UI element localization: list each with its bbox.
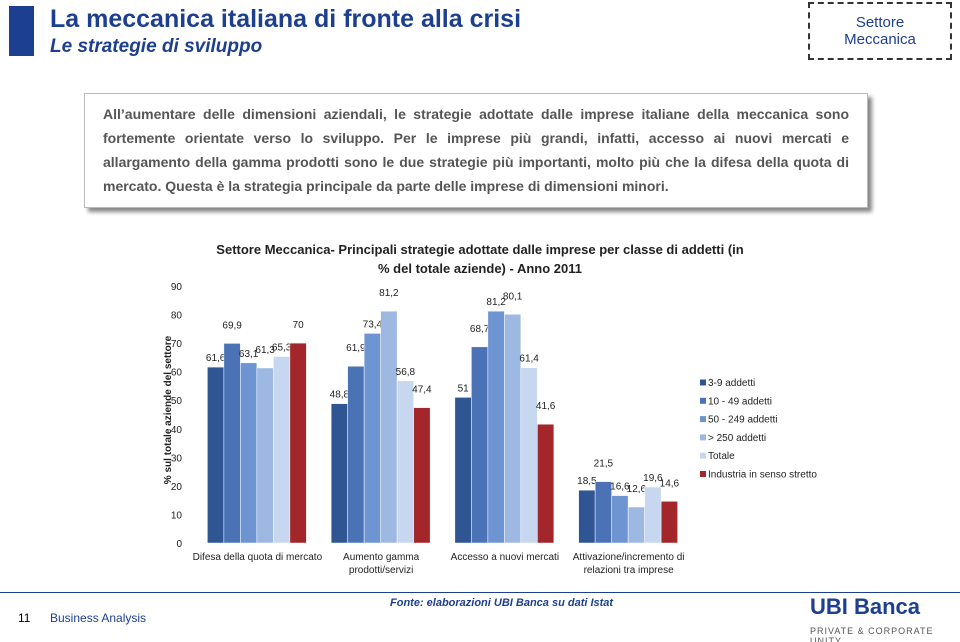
value-label: 56,8	[396, 367, 416, 378]
logo: UBI Banca	[810, 594, 921, 619]
value-label: 18,5	[577, 476, 597, 487]
value-label: 61,4	[519, 354, 539, 365]
bar	[207, 366, 225, 544]
value-label: 61,6	[206, 353, 226, 364]
y-tick-label: 10	[171, 510, 183, 521]
value-label: 81,2	[486, 297, 506, 308]
value-label: 16,6	[610, 482, 630, 493]
title: La meccanica italiana di fronte alla cri…	[50, 5, 522, 33]
bar	[396, 380, 414, 544]
y-tick-label: 40	[171, 425, 183, 436]
y-tick-label: 30	[171, 453, 183, 464]
value-label: 51	[458, 383, 470, 394]
legend-swatch	[700, 471, 706, 477]
bar	[520, 367, 538, 544]
y-axis-label: % sul totale aziende del settore	[163, 335, 174, 484]
bar	[611, 495, 629, 544]
page-number: 11	[18, 611, 31, 625]
bar	[240, 362, 258, 544]
legend-label: 50 - 249 addetti	[708, 415, 778, 426]
chart-title: Settore Meccanica- Principali strategie …	[216, 242, 744, 276]
legend-label: 10 - 49 addetti	[708, 396, 772, 407]
footer-rule	[0, 592, 960, 593]
source: Fonte: elaborazioni UBI Banca su dati Is…	[390, 597, 614, 609]
bar	[223, 343, 241, 544]
bar	[594, 481, 612, 544]
value-label: 41,6	[536, 401, 556, 412]
y-tick-label: 70	[171, 339, 183, 350]
badge: Settore Meccanica	[808, 2, 952, 60]
value-label: 47,4	[412, 385, 432, 396]
bar	[330, 403, 348, 544]
bar	[471, 346, 489, 544]
value-label: 19,6	[643, 473, 663, 484]
bar	[363, 333, 381, 544]
bar	[660, 501, 678, 544]
legend-swatch	[700, 434, 706, 441]
bar	[578, 489, 596, 544]
section: Business Analysis	[50, 611, 147, 625]
value-label: 61,9	[346, 343, 366, 354]
legend-label: > 250 addetti	[708, 433, 766, 444]
legend-label: Totale	[708, 451, 735, 462]
value-label: 69,9	[222, 320, 242, 331]
value-label: 68,7	[470, 324, 490, 335]
bar	[347, 365, 365, 544]
y-tick-label: 0	[176, 539, 182, 550]
y-tick-label: 20	[171, 482, 183, 493]
value-label: 12,6	[627, 484, 647, 495]
bar	[504, 314, 522, 544]
value-label: 70	[293, 320, 305, 331]
y-tick-label: 90	[171, 282, 183, 293]
value-label: 63,1	[239, 349, 259, 360]
logo-sub: PRIVATE & CORPORATE UNITY	[810, 626, 934, 642]
bar	[644, 486, 662, 544]
value-label: 81,2	[379, 288, 399, 299]
value-label: 65,3	[272, 343, 292, 354]
value-label: 61,3	[255, 345, 275, 356]
x-tick-label: Attivazione/incremento di relazioni tra …	[572, 552, 685, 576]
bar	[454, 397, 472, 544]
legend-swatch	[700, 416, 706, 423]
value-label: 73,4	[363, 319, 383, 330]
x-tick-label: Difesa della quota di mercato	[192, 552, 323, 563]
value-label: 21,5	[594, 459, 614, 470]
y-tick-label: 50	[171, 396, 183, 407]
legend-label: Industria in senso stretto	[708, 470, 817, 481]
legend-swatch	[700, 379, 706, 386]
bar	[487, 310, 505, 544]
value-label: 48,8	[330, 390, 350, 401]
value-label: 80,1	[503, 291, 523, 302]
bar	[537, 423, 555, 544]
bar	[413, 407, 431, 544]
legend-swatch	[700, 397, 706, 404]
y-tick-label: 60	[171, 368, 183, 379]
accent	[9, 6, 34, 56]
bar	[273, 356, 291, 544]
x-tick-label: Accesso a nuovi mercati	[450, 552, 560, 563]
bar	[380, 310, 398, 544]
x-tick-label: Aumento gamma prodotti/servizi	[343, 552, 420, 576]
y-tick-label: 80	[171, 311, 183, 322]
bar	[289, 342, 307, 544]
legend-swatch	[700, 452, 706, 459]
legend-label: 3-9 addetti	[708, 378, 755, 389]
bar	[256, 367, 274, 544]
value-label: 14,6	[660, 478, 680, 489]
bar	[627, 506, 645, 544]
text-box: All’aumentare delle dimensioni aziendali…	[84, 93, 868, 208]
subtitle: Le strategie di sviluppo	[50, 36, 263, 57]
